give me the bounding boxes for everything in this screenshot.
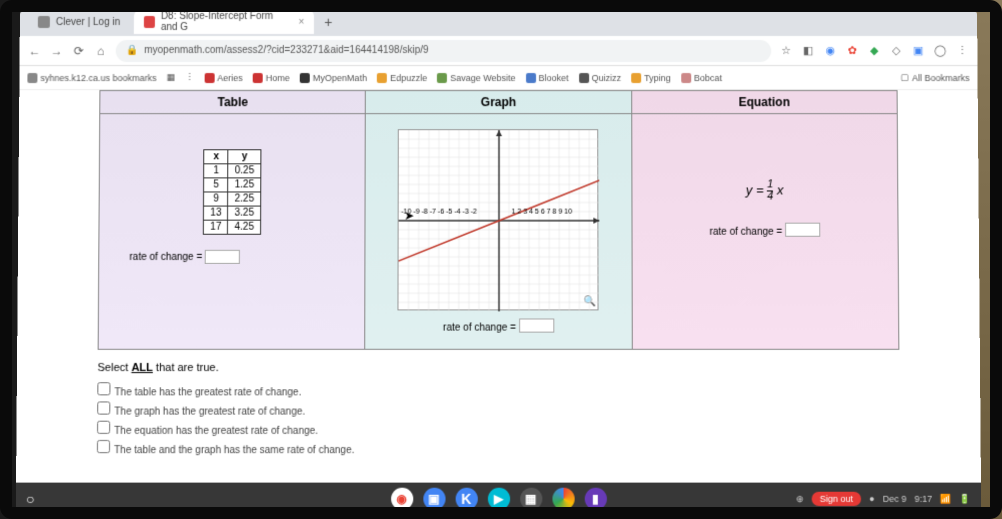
bookmark-item[interactable]: Edpuzzle bbox=[377, 73, 427, 83]
signout-button[interactable]: Sign out bbox=[812, 492, 862, 506]
browser-tab[interactable]: Clever | Log in bbox=[28, 10, 130, 34]
app-icon[interactable]: ▶ bbox=[487, 488, 509, 510]
bookmark-item[interactable]: Bobcat bbox=[681, 73, 722, 83]
rate-of-change-label: rate of change = bbox=[129, 252, 202, 263]
app-icon[interactable]: ▮ bbox=[584, 488, 606, 510]
coordinate-graph[interactable]: -10 -9 -8 -7 -6 -5 -4 -3 -2 1 2 3 4 5 6 … bbox=[398, 129, 599, 310]
tab-favicon bbox=[144, 16, 155, 28]
answer-option[interactable]: The table and the graph has the same rat… bbox=[97, 439, 900, 455]
url-input[interactable]: 🔒 myopenmath.com/assess2/?cid=233271&aid… bbox=[116, 39, 772, 61]
panel-title: Table bbox=[100, 91, 365, 114]
extension-icon[interactable]: ✿ bbox=[845, 44, 859, 58]
address-bar: ← → ⟳ ⌂ 🔒 myopenmath.com/assess2/?cid=23… bbox=[20, 36, 978, 66]
panel-title: Equation bbox=[632, 91, 897, 114]
browser-tab-bar: Clever | Log in D8: Slope-Intercept Form… bbox=[20, 8, 977, 36]
extension-icon[interactable]: ◧ bbox=[801, 44, 815, 58]
question-prompt: Select ALL that are true. bbox=[97, 361, 899, 373]
extension-icon[interactable]: ◇ bbox=[889, 44, 903, 58]
battery-icon[interactable]: 🔋 bbox=[960, 493, 971, 504]
shelf-time[interactable]: 9:17 bbox=[915, 494, 933, 504]
bookmark-item[interactable]: Typing bbox=[631, 73, 671, 83]
shelf-date[interactable]: Dec 9 bbox=[883, 494, 907, 504]
table-row: 92.25 bbox=[204, 192, 261, 206]
new-tab-button[interactable]: + bbox=[318, 14, 338, 30]
app-icon[interactable]: K bbox=[455, 488, 477, 510]
option-checkbox[interactable] bbox=[97, 382, 110, 395]
home-button[interactable]: ⌂ bbox=[94, 44, 108, 58]
close-tab-icon[interactable]: × bbox=[298, 16, 304, 27]
bookmarks-bar: syhnes.k12.ca.us bookmarks ▦ ⋮ Aeries Ho… bbox=[19, 66, 977, 90]
answer-option[interactable]: The table has the greatest rate of chang… bbox=[97, 382, 899, 398]
data-table: xy 10.25 51.25 92.25 133.25 174.25 bbox=[203, 149, 261, 234]
menu-icon[interactable]: ⋮ bbox=[955, 44, 969, 58]
rate-of-change-label: rate of change = bbox=[443, 322, 516, 333]
option-checkbox[interactable] bbox=[97, 439, 110, 452]
app-icon[interactable]: ▦ bbox=[520, 488, 542, 510]
bookmark-item[interactable]: syhnes.k12.ca.us bookmarks bbox=[27, 73, 156, 83]
chrome-icon[interactable] bbox=[552, 488, 574, 510]
bookmark-item[interactable]: Blooket bbox=[526, 73, 569, 83]
bookmark-separator: ⋮ bbox=[185, 72, 194, 83]
table-row: 51.25 bbox=[204, 178, 261, 192]
extension-icon[interactable]: ◉ bbox=[823, 44, 837, 58]
rate-of-change-input[interactable] bbox=[205, 250, 240, 264]
launcher-icon[interactable]: ◉ bbox=[391, 488, 413, 510]
tab-label: D8: Slope-Intercept Form and G bbox=[161, 11, 287, 33]
extension-icon[interactable]: ◆ bbox=[867, 44, 881, 58]
back-button[interactable]: ← bbox=[28, 44, 42, 58]
option-checkbox[interactable] bbox=[97, 401, 110, 414]
reload-button[interactable]: ⟳ bbox=[72, 44, 86, 58]
star-icon[interactable]: ☆ bbox=[779, 44, 793, 58]
rate-of-change-input[interactable] bbox=[785, 223, 820, 237]
rate-of-change-input[interactable] bbox=[519, 318, 554, 332]
page-content: Table xy 10.25 51.25 92.25 133.25 174.25… bbox=[16, 90, 981, 515]
bookmark-item[interactable]: Aeries bbox=[204, 73, 243, 83]
bookmark-item[interactable]: Quizizz bbox=[579, 73, 622, 83]
site-info-icon[interactable]: 🔒 bbox=[126, 45, 139, 56]
option-checkbox[interactable] bbox=[97, 420, 110, 433]
apps-icon[interactable]: ▦ bbox=[167, 72, 176, 83]
app-icon[interactable]: ▣ bbox=[423, 488, 445, 510]
table-row: 10.25 bbox=[204, 164, 261, 178]
bookmark-item[interactable]: Savage Website bbox=[437, 73, 515, 83]
forward-button[interactable]: → bbox=[50, 44, 64, 58]
all-bookmarks-button[interactable]: ▢ All Bookmarks bbox=[900, 72, 969, 83]
zoom-icon[interactable]: 🔍 bbox=[583, 296, 596, 307]
table-row: 133.25 bbox=[204, 206, 261, 220]
launcher-button[interactable]: ○ bbox=[26, 491, 35, 507]
extension-icon[interactable]: ▣ bbox=[911, 44, 925, 58]
question-block: Select ALL that are true. The table has … bbox=[97, 361, 900, 455]
table-panel: Table xy 10.25 51.25 92.25 133.25 174.25… bbox=[99, 91, 366, 348]
profile-icon[interactable]: ◯ bbox=[933, 44, 947, 58]
wifi-icon[interactable]: 📶 bbox=[940, 493, 951, 504]
tab-label: Clever | Log in bbox=[56, 16, 120, 27]
notification-icon[interactable]: ● bbox=[869, 494, 875, 504]
cursor-icon: ➤ bbox=[404, 209, 414, 223]
equation-display: y = 14 x bbox=[642, 179, 887, 202]
panel-title: Graph bbox=[366, 91, 631, 114]
status-icon[interactable]: ⊕ bbox=[796, 493, 804, 504]
url-text: myopenmath.com/assess2/?cid=233271&aid=1… bbox=[144, 45, 428, 56]
bookmark-item[interactable]: Home bbox=[253, 73, 290, 83]
rate-of-change-label: rate of change = bbox=[709, 226, 782, 237]
graph-panel: Graph bbox=[366, 91, 633, 348]
equation-panel: Equation y = 14 x rate of change = bbox=[632, 91, 898, 348]
table-row: 174.25 bbox=[204, 220, 261, 234]
answer-option[interactable]: The graph has the greatest rate of chang… bbox=[97, 401, 900, 417]
browser-tab[interactable]: D8: Slope-Intercept Form and G × bbox=[134, 10, 314, 34]
chrome-os-shelf: ◉ ▣ K ▶ ▦ ▮ ⊕ Sign out ● Dec 9 9:17 📶 🔋 … bbox=[16, 483, 981, 516]
answer-option[interactable]: The equation has the greatest rate of ch… bbox=[97, 420, 900, 436]
tab-favicon bbox=[38, 16, 50, 28]
bookmark-item[interactable]: MyOpenMath bbox=[300, 73, 367, 83]
